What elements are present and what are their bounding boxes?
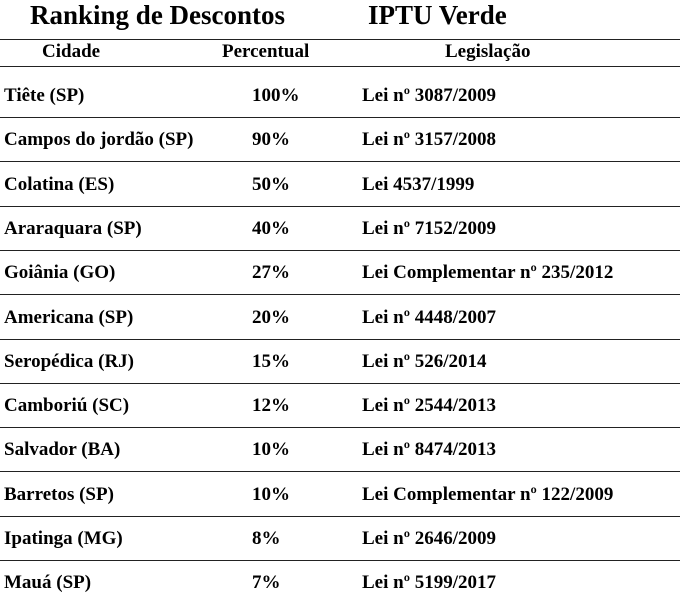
percent: 10% [252, 439, 290, 461]
legislation: Lei Complementar nº 235/2012 [362, 262, 614, 284]
legislation: Lei nº 526/2014 [362, 350, 487, 372]
row-rule [0, 249, 680, 251]
percent: 15% [252, 350, 290, 372]
city: Araraquara (SP) [4, 217, 142, 239]
percent: 10% [252, 483, 290, 505]
percent: 7% [252, 572, 281, 594]
row-rule [0, 427, 680, 429]
legislation: Lei nº 8474/2013 [362, 439, 497, 461]
city: Tiête (SP) [4, 85, 85, 106]
column-header: Legislação [445, 41, 531, 62]
city: Salvador (BA) [4, 439, 121, 461]
city: Seropédica (RJ) [4, 350, 134, 372]
legislation: Lei nº 2646/2009 [362, 528, 497, 549]
percent: 90% [252, 129, 290, 151]
percent: 100% [252, 85, 300, 106]
legislation: Lei nº 2544/2013 [362, 395, 497, 417]
rule [0, 39, 680, 40]
row-rule [0, 294, 680, 296]
city: Goiânia (GO) [4, 262, 116, 284]
legislation: Lei nº 3157/2008 [362, 129, 497, 151]
city: Barretos (SP) [4, 483, 114, 505]
percent: 12% [252, 395, 290, 417]
row-rule [0, 382, 680, 384]
legislation: Lei nº 3087/2009 [362, 85, 497, 106]
city: Colatina (ES) [4, 173, 115, 195]
title: Ranking de Descontos [30, 0, 286, 30]
percent: 8% [252, 528, 281, 549]
percent: 40% [252, 217, 290, 239]
percent: 50% [252, 173, 290, 195]
city: Camboriú (SC) [4, 395, 130, 417]
city: Mauá (SP) [4, 572, 92, 594]
row-rule [0, 515, 680, 517]
column-header: Percentual [222, 41, 310, 62]
legislation: Lei Complementar nº 122/2009 [362, 483, 614, 505]
column-header: Cidade [42, 41, 101, 62]
row-rule [0, 338, 680, 340]
subtitle: IPTU Verde [368, 0, 507, 30]
city: Campos do jordão (SP) [4, 129, 194, 151]
legislation: Lei nº 5199/2017 [362, 572, 497, 594]
percent: 20% [252, 306, 290, 328]
row-rule [0, 161, 680, 163]
row-rule [0, 205, 680, 207]
row-rule [0, 117, 680, 118]
city: Americana (SP) [4, 306, 134, 328]
legislation: Lei nº 4448/2007 [362, 306, 497, 328]
rule [0, 66, 680, 67]
legislation: Lei 4537/1999 [362, 173, 475, 195]
city: Ipatinga (MG) [4, 528, 123, 549]
row-rule [0, 471, 680, 473]
percent: 27% [252, 262, 290, 284]
legislation: Lei nº 7152/2009 [362, 217, 497, 239]
row-rule [0, 560, 680, 561]
